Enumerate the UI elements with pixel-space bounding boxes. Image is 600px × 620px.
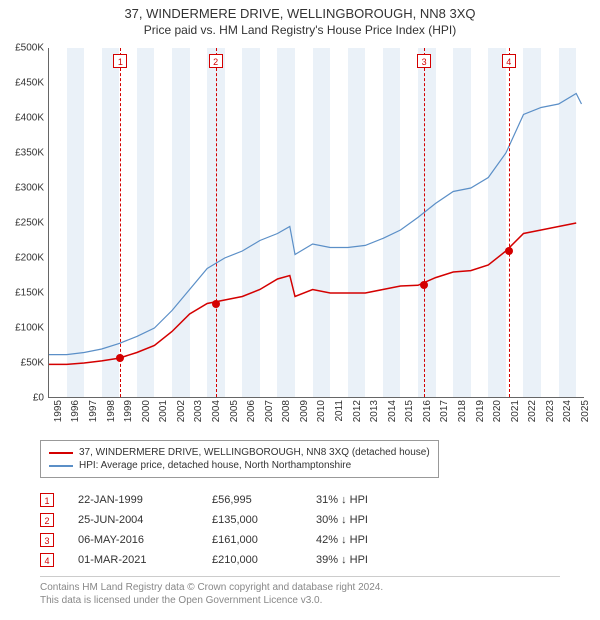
- x-axis-label: 1997: [88, 400, 99, 422]
- y-axis-label: £200K: [15, 253, 44, 264]
- x-axis-label: 2016: [422, 400, 433, 422]
- y-axis-label: £250K: [15, 218, 44, 229]
- transaction-index-box: 2: [40, 513, 54, 527]
- x-axis-label: 2003: [193, 400, 204, 422]
- transaction-price: £161,000: [212, 534, 292, 546]
- event-marker-box: 1: [113, 54, 127, 68]
- x-axis-label: 2018: [457, 400, 468, 422]
- transaction-row: 4 01-MAR-2021 £210,000 39% ↓ HPI: [40, 550, 406, 570]
- legend-row: 37, WINDERMERE DRIVE, WELLINGBOROUGH, NN…: [49, 447, 430, 458]
- transaction-price: £135,000: [212, 514, 292, 526]
- y-axis-label: £300K: [15, 183, 44, 194]
- y-axis-label: £350K: [15, 148, 44, 159]
- transaction-index-box: 3: [40, 533, 54, 547]
- event-line: [509, 48, 510, 397]
- footer-line-2: This data is licensed under the Open Gov…: [40, 594, 560, 607]
- transaction-delta: 39% ↓ HPI: [316, 554, 406, 566]
- x-axis-label: 2002: [176, 400, 187, 422]
- x-axis-label: 2007: [264, 400, 275, 422]
- chart-title: 37, WINDERMERE DRIVE, WELLINGBOROUGH, NN…: [0, 0, 600, 21]
- x-axis-label: 2005: [229, 400, 240, 422]
- x-axis-label: 2001: [158, 400, 169, 422]
- transaction-index-box: 1: [40, 493, 54, 507]
- x-axis-label: 2011: [334, 400, 345, 422]
- x-axis-label: 1995: [53, 400, 64, 422]
- x-axis-label: 2019: [475, 400, 486, 422]
- transaction-price: £210,000: [212, 554, 292, 566]
- x-axis-label: 2021: [510, 400, 521, 422]
- footer-line-1: Contains HM Land Registry data © Crown c…: [40, 581, 560, 594]
- transaction-row: 3 06-MAY-2016 £161,000 42% ↓ HPI: [40, 530, 406, 550]
- x-axis-label: 2010: [316, 400, 327, 422]
- chart-container: 37, WINDERMERE DRIVE, WELLINGBOROUGH, NN…: [0, 0, 600, 620]
- y-axis-label: £150K: [15, 288, 44, 299]
- footer: Contains HM Land Registry data © Crown c…: [40, 576, 560, 607]
- chart-area: 1234 £0£50K£100K£150K£200K£250K£300K£350…: [48, 48, 584, 398]
- transaction-row: 1 22-JAN-1999 £56,995 31% ↓ HPI: [40, 490, 406, 510]
- plot-region: 1 2 3 4: [48, 48, 584, 398]
- transaction-table: 1 22-JAN-1999 £56,995 31% ↓ HPI 2 25-JUN-2004…: [40, 490, 406, 570]
- transaction-delta: 30% ↓ HPI: [316, 514, 406, 526]
- event-marker-dot: [505, 247, 513, 255]
- x-axis-label: 2025: [580, 400, 591, 422]
- event-marker-box: 3: [417, 54, 431, 68]
- x-axis-label: 2014: [387, 400, 398, 422]
- y-axis-label: £100K: [15, 323, 44, 334]
- x-axis-label: 2000: [141, 400, 152, 422]
- x-axis-label: 2023: [545, 400, 556, 422]
- x-axis-label: 2006: [246, 400, 257, 422]
- event-marker-box: 4: [502, 54, 516, 68]
- x-axis-label: 1998: [106, 400, 117, 422]
- legend-label: 37, WINDERMERE DRIVE, WELLINGBOROUGH, NN…: [79, 447, 430, 458]
- x-axis-label: 1999: [123, 400, 134, 422]
- x-axis-label: 2017: [439, 400, 450, 422]
- x-axis-label: 2022: [527, 400, 538, 422]
- x-axis-label: 2009: [299, 400, 310, 422]
- x-axis-label: 2013: [369, 400, 380, 422]
- y-axis-label: £450K: [15, 78, 44, 89]
- x-axis-label: 2008: [281, 400, 292, 422]
- x-axis-label: 2004: [211, 400, 222, 422]
- event-line: [216, 48, 217, 397]
- transaction-delta: 31% ↓ HPI: [316, 494, 406, 506]
- legend: 37, WINDERMERE DRIVE, WELLINGBOROUGH, NN…: [40, 440, 439, 478]
- y-axis-label: £50K: [21, 358, 44, 369]
- transaction-delta: 42% ↓ HPI: [316, 534, 406, 546]
- event-marker-dot: [116, 354, 124, 362]
- x-axis-label: 2020: [492, 400, 503, 422]
- transaction-price: £56,995: [212, 494, 292, 506]
- series-hpi: [49, 94, 582, 355]
- transaction-date: 22-JAN-1999: [78, 494, 188, 506]
- transaction-date: 25-JUN-2004: [78, 514, 188, 526]
- transaction-index-box: 4: [40, 553, 54, 567]
- legend-label: HPI: Average price, detached house, Nort…: [79, 460, 351, 471]
- y-axis-label: £400K: [15, 113, 44, 124]
- event-marker-dot: [212, 300, 220, 308]
- transaction-date: 01-MAR-2021: [78, 554, 188, 566]
- legend-swatch: [49, 465, 73, 467]
- legend-row: HPI: Average price, detached house, Nort…: [49, 460, 430, 471]
- y-axis-label: £500K: [15, 43, 44, 54]
- legend-swatch: [49, 452, 73, 454]
- event-marker-box: 2: [209, 54, 223, 68]
- line-layer: [49, 48, 585, 398]
- event-marker-dot: [420, 281, 428, 289]
- event-line: [424, 48, 425, 397]
- y-axis-label: £0: [33, 393, 44, 404]
- x-axis-label: 2015: [404, 400, 415, 422]
- chart-subtitle: Price paid vs. HM Land Registry's House …: [0, 21, 600, 41]
- event-line: [120, 48, 121, 397]
- x-axis-label: 1996: [70, 400, 81, 422]
- x-axis-label: 2012: [352, 400, 363, 422]
- transaction-row: 2 25-JUN-2004 £135,000 30% ↓ HPI: [40, 510, 406, 530]
- transaction-date: 06-MAY-2016: [78, 534, 188, 546]
- x-axis-label: 2024: [562, 400, 573, 422]
